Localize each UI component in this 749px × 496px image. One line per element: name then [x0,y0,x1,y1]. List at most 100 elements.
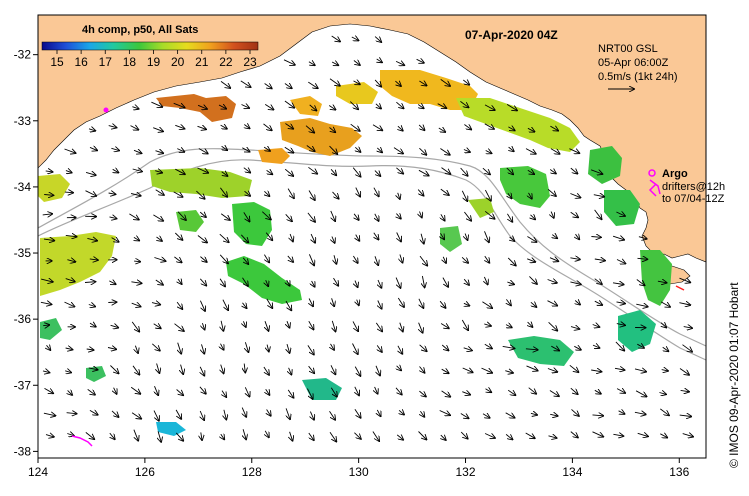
current-arrow [526,365,538,371]
current-arrow [657,281,667,283]
current-arrow [334,255,336,264]
colorbar-tick-label: 22 [219,55,233,69]
current-arrow [264,191,269,196]
current-arrow [45,435,54,437]
current-arrow [374,36,381,42]
current-arrow [287,280,290,286]
current-arrow [157,237,162,241]
current-arrow [594,390,601,393]
current-arrow [267,409,271,416]
current-arrow [660,301,670,307]
current-arrow [592,431,604,437]
current-arrow [506,104,517,110]
current-arrow [482,414,490,418]
current-arrow [263,123,272,130]
sst-patch [156,422,186,436]
current-arrow [352,321,358,331]
current-arrow [420,410,424,417]
current-arrow [419,147,426,155]
colorbar-tick-label: 19 [147,55,161,69]
current-arrow [612,283,624,285]
current-arrow [157,363,160,374]
current-arrow [375,256,378,265]
drifter-track [71,435,93,447]
current-arrow [85,432,94,439]
current-arrow [484,344,492,348]
current-arrow [505,434,512,439]
current-arrow [110,325,119,327]
colorbar-title: 4h comp, p50, All Sats [82,24,198,36]
current-arrow [442,277,448,287]
current-arrow [286,408,290,419]
current-arrow [287,188,294,199]
current-arrow [107,348,116,350]
y-tick-label: -35 [14,246,32,260]
current-arrow [267,344,269,352]
current-arrow [311,233,315,243]
current-arrow [422,275,424,287]
current-arrow [178,342,182,354]
current-arrow [441,214,445,220]
current-arrow [418,431,427,440]
current-arrow [350,123,360,131]
current-arrow [64,192,73,193]
current-arrow [400,322,403,332]
current-arrow [398,345,402,354]
current-arrow [331,210,335,221]
current-arrow [634,412,646,414]
current-arrow [133,429,138,441]
current-arrow [465,233,467,241]
current-arrow [419,390,425,396]
current-arrow [528,322,533,327]
current-arrow [222,146,228,150]
current-arrow [307,345,314,354]
sst-patch [336,82,378,104]
current-arrow [175,432,183,441]
current-arrow [198,148,208,154]
current-arrow [307,212,315,222]
current-arrow [417,189,423,196]
current-arrow [349,101,358,110]
current-arrow [181,364,184,375]
current-arrow [111,238,119,242]
current-arrow [285,213,292,221]
current-arrow [222,390,226,397]
current-arrow [221,364,224,374]
current-arrow [45,171,53,172]
current-arrow [374,170,380,176]
current-arrow [570,211,578,217]
current-arrow [395,61,404,65]
colorbar-bar [41,41,259,51]
x-tick-label: 136 [669,465,689,479]
current-arrow [440,188,449,195]
current-arrow [266,170,273,174]
current-arrow [240,80,251,87]
current-arrow [463,150,470,153]
current-arrow [505,371,513,373]
current-arrow [439,300,445,308]
current-arrow [352,167,360,177]
current-arrow [220,81,230,88]
current-arrow [113,169,119,172]
current-arrow [527,170,534,174]
current-arrow [549,390,559,397]
argo-legend-icon [648,169,656,177]
y-axis: -32 -33 -34 -35 -36 -37 -38 [14,48,38,458]
current-arrow [353,61,360,66]
current-arrow [283,59,295,65]
current-arrow [399,410,404,414]
current-arrow [661,323,666,328]
current-arrow [173,102,185,107]
current-arrow [527,236,536,243]
current-arrow [484,433,495,439]
current-arrow [354,213,359,220]
sst-patch [588,146,622,184]
current-arrow [244,125,249,129]
current-arrow [332,320,335,332]
current-arrow [660,434,667,438]
current-arrow [549,170,556,174]
current-arrow [177,149,184,152]
current-arrow [509,147,514,151]
current-arrow [132,365,139,375]
